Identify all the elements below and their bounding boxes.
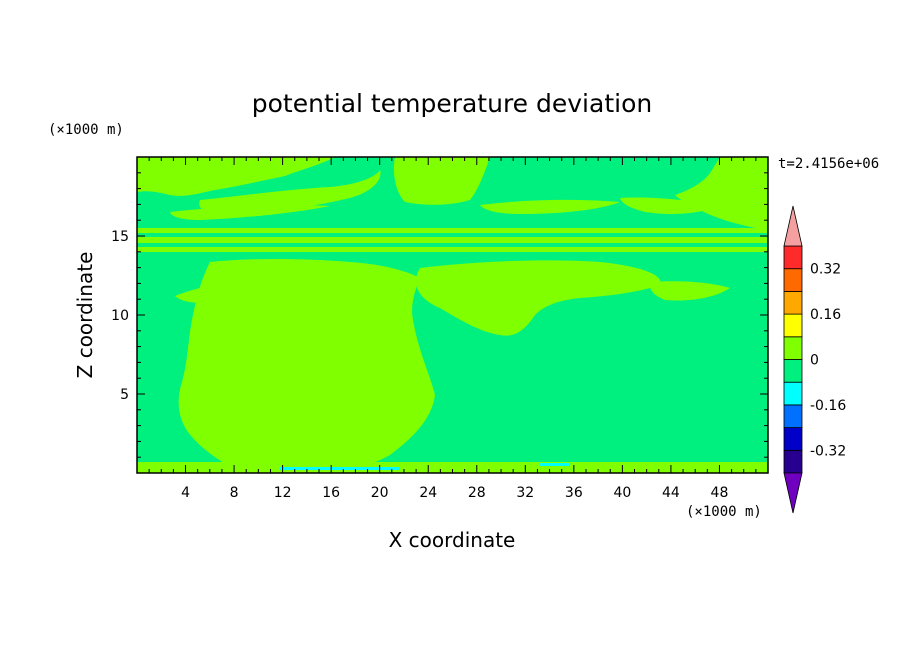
chart-title: potential temperature deviation [252,89,652,118]
colorbar-tick-label: 0.16 [810,307,841,323]
field-stripe-2 [137,237,768,243]
colorbar-band [783,381,803,406]
field-bottom-cyan-streak [280,467,400,470]
field-stripe-1 [137,228,768,233]
x-tick-label: 16 [322,485,340,501]
x-tick-label: 24 [419,485,437,501]
x-axis-label: X coordinate [389,528,516,552]
colorbar-tick-label: 0.32 [810,262,841,278]
x-tick-label: 48 [711,485,729,501]
colorbar-tick-label: 0 [810,353,819,369]
field-region-upper-streak-1 [170,205,330,220]
colorbar-band [783,290,803,315]
y-tick-label: 5 [120,387,129,403]
x-tick-label: 4 [181,485,190,501]
y-axis-label: Z coordinate [73,252,97,379]
colorbar-over-triangle [783,205,803,247]
x-tick-label: 8 [230,485,239,501]
field-region-central [178,259,435,470]
colorbar-tick-label: -0.16 [810,398,846,414]
colorbar-band [783,336,803,360]
colorbar-band [783,268,803,292]
colorbar-under-triangle [783,472,803,514]
colorbar-band [783,313,803,338]
field-region-mid-right-edge [649,281,730,301]
field-region-upper-right [393,157,490,205]
field-region-upper-streak-3 [620,197,720,214]
field-bottom-strip [137,462,768,473]
x-tick-label: 36 [565,485,583,501]
x-unit-label: (×1000 m) [686,504,762,520]
colorbar-band [783,359,803,383]
colorbar-tick-label: -0.32 [810,443,846,459]
x-tick-label: 28 [468,485,486,501]
x-tick-label: 12 [274,485,292,501]
field-region-upper-streak-2 [480,199,620,214]
colorbar-band [783,245,803,270]
x-tick-label: 32 [516,485,534,501]
colorbar-band [783,404,803,428]
plot-area [136,156,769,474]
field-stripe-3 [137,247,768,252]
field-region-upper-far-right [675,157,768,230]
time-label: t=2.4156e+06 [778,156,879,172]
colorbar-band [783,427,803,451]
x-axis: 4 8 12 16 20 24 28 32 36 40 44 48 [148,157,757,501]
field-region-upper-left [137,157,335,196]
colorbar-band [783,449,803,474]
y-tick-label: 15 [111,229,129,245]
y-unit-label: (×1000 m) [48,122,124,138]
x-tick-label: 40 [613,485,631,501]
colorbar: 0.32 0.16 0 -0.16 -0.32 [783,205,846,514]
field-bottom-cyan-streak-2 [540,463,570,466]
x-tick-label: 44 [662,485,680,501]
y-tick-label: 10 [111,308,129,324]
x-tick-label: 20 [371,485,389,501]
y-axis: 5 10 15 [111,172,768,458]
field-region-mid-right [416,260,661,336]
field-region-upper-mid [199,170,381,217]
field-region-central-top [175,282,255,303]
